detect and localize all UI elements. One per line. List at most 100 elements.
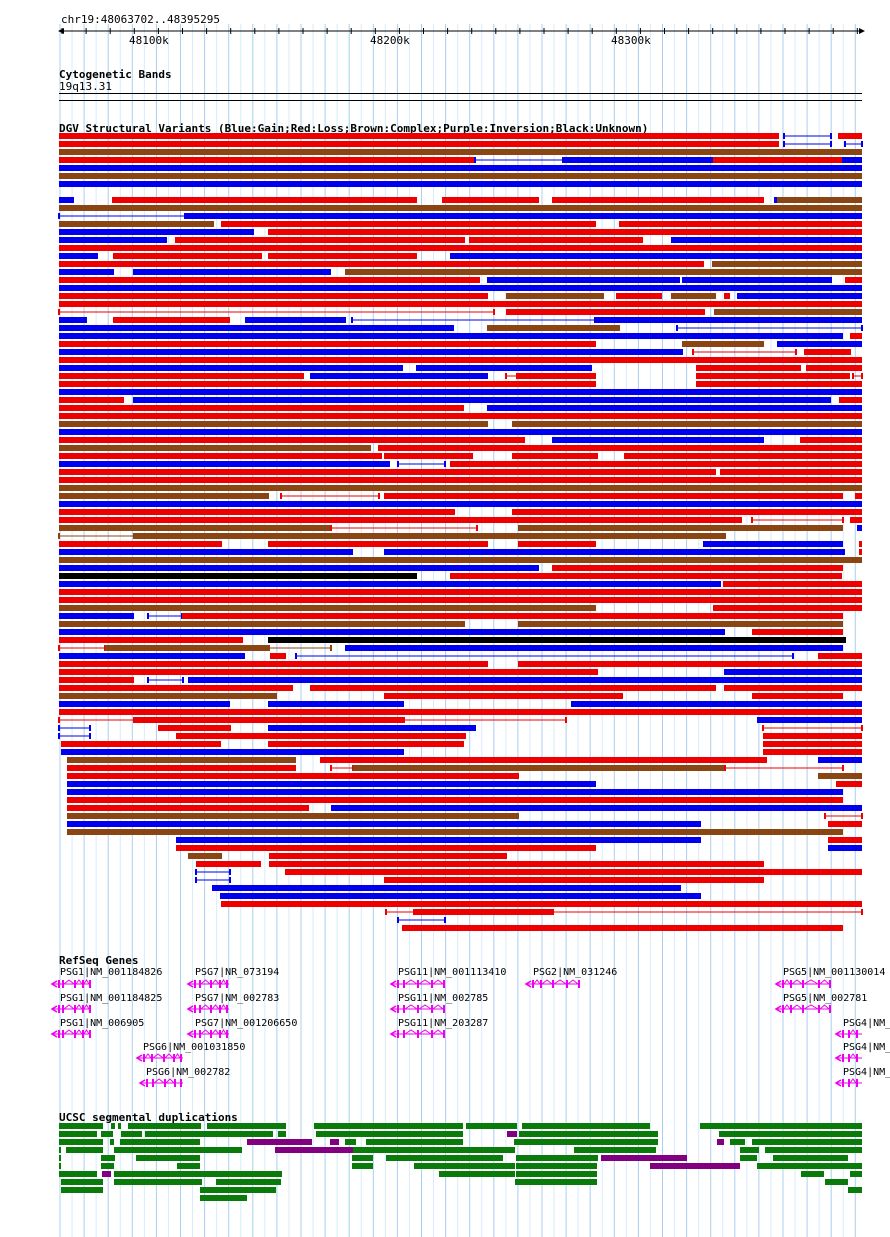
dgv-variant-bar[interactable] bbox=[59, 341, 596, 347]
dgv-variant-bar[interactable] bbox=[59, 701, 230, 707]
dgv-variant-bar[interactable] bbox=[59, 229, 254, 235]
segdup-feature[interactable] bbox=[128, 1123, 201, 1129]
dgv-variant-bar[interactable] bbox=[763, 741, 862, 747]
dgv-variant-bar[interactable] bbox=[724, 293, 730, 299]
dgv-variant-bar[interactable] bbox=[450, 253, 862, 259]
segdup-feature[interactable] bbox=[507, 1131, 517, 1137]
segdup-feature[interactable] bbox=[177, 1163, 200, 1169]
dgv-variant-bar[interactable] bbox=[800, 437, 862, 443]
dgv-variant-bar[interactable] bbox=[818, 757, 862, 763]
dgv-variant-bar[interactable] bbox=[59, 165, 862, 171]
dgv-variant-bar[interactable] bbox=[59, 653, 245, 659]
dgv-variant-bar[interactable] bbox=[59, 613, 134, 619]
dgv-variant-bar[interactable] bbox=[59, 381, 596, 387]
dgv-variant-bar[interactable] bbox=[384, 693, 623, 699]
gene-label[interactable]: PSG7|NR_073194 bbox=[195, 967, 280, 978]
segdup-feature[interactable] bbox=[522, 1123, 650, 1129]
gene-model[interactable] bbox=[834, 1078, 862, 1087]
dgv-variant-bar[interactable] bbox=[845, 277, 862, 283]
segdup-feature[interactable] bbox=[59, 1131, 97, 1137]
dgv-variant-bar[interactable] bbox=[850, 517, 862, 523]
segdup-feature[interactable] bbox=[101, 1163, 114, 1169]
dgv-variant-bar[interactable] bbox=[176, 845, 596, 851]
dgv-variant-bar[interactable] bbox=[59, 205, 862, 211]
dgv-variant-bar[interactable] bbox=[269, 853, 507, 859]
dgv-variant-bar[interactable] bbox=[59, 333, 843, 339]
dgv-variant-bar[interactable] bbox=[855, 493, 862, 499]
gene-model[interactable] bbox=[834, 1029, 862, 1038]
dgv-variant-bar[interactable] bbox=[518, 525, 843, 531]
dgv-variant-bar[interactable] bbox=[752, 629, 843, 635]
dgv-variant-bar[interactable] bbox=[563, 157, 713, 163]
segdup-feature[interactable] bbox=[207, 1123, 286, 1129]
segdup-feature[interactable] bbox=[386, 1155, 503, 1161]
segdup-feature[interactable] bbox=[439, 1171, 515, 1177]
dgv-variant-bar[interactable] bbox=[67, 781, 596, 787]
gene-label[interactable]: PSG1|NM_001184825 bbox=[60, 993, 163, 1004]
gene-label[interactable]: PSG5|NM_002781 bbox=[783, 993, 868, 1004]
segdup-feature[interactable] bbox=[740, 1155, 757, 1161]
dgv-variant-bar[interactable] bbox=[737, 293, 862, 299]
dgv-variant-bar[interactable] bbox=[724, 669, 862, 675]
gene-model[interactable] bbox=[186, 979, 229, 988]
dgv-variant-bar[interactable] bbox=[828, 821, 862, 827]
gene-label[interactable]: PSG11|NM_001113410 bbox=[398, 967, 507, 978]
dgv-variant-bar[interactable] bbox=[839, 397, 862, 403]
dgv-variant-bar[interactable] bbox=[59, 541, 222, 547]
gene-model[interactable] bbox=[774, 979, 831, 988]
gene-model[interactable] bbox=[138, 1078, 183, 1087]
segdup-feature[interactable] bbox=[514, 1139, 658, 1145]
segdup-feature[interactable] bbox=[717, 1139, 724, 1145]
dgv-variant-bar[interactable] bbox=[105, 645, 269, 651]
dgv-variant-bar[interactable] bbox=[59, 181, 862, 187]
segdup-feature[interactable] bbox=[136, 1155, 200, 1161]
gene-model[interactable] bbox=[50, 1029, 91, 1038]
segdup-feature[interactable] bbox=[519, 1131, 658, 1137]
dgv-variant-bar[interactable] bbox=[777, 197, 862, 203]
dgv-variant-bar[interactable] bbox=[59, 693, 277, 699]
segdup-feature[interactable] bbox=[102, 1171, 111, 1177]
dgv-variant-bar[interactable] bbox=[414, 909, 553, 915]
segdup-feature[interactable] bbox=[114, 1179, 202, 1185]
dgv-variant-bar[interactable] bbox=[571, 701, 862, 707]
gene-label[interactable]: PSG7|NM_002783 bbox=[195, 993, 280, 1004]
dgv-variant-bar[interactable] bbox=[67, 773, 519, 779]
dgv-variant-bar[interactable] bbox=[518, 661, 862, 667]
dgv-variant-bar[interactable] bbox=[268, 701, 404, 707]
segdup-feature[interactable] bbox=[114, 1171, 282, 1177]
dgv-variant-bar[interactable] bbox=[818, 653, 862, 659]
segdup-feature[interactable] bbox=[314, 1123, 463, 1129]
dgv-variant-bar[interactable] bbox=[703, 541, 843, 547]
dgv-variant-bar[interactable] bbox=[469, 237, 643, 243]
dgv-variant-bar[interactable] bbox=[134, 717, 404, 723]
dgv-variant-bar[interactable] bbox=[724, 685, 862, 691]
dgv-variant-bar[interactable] bbox=[806, 365, 862, 371]
dgv-variant-bar[interactable] bbox=[857, 525, 862, 531]
dgv-variant-bar[interactable] bbox=[59, 325, 454, 331]
gene-label[interactable]: PSG6|NM_002782 bbox=[146, 1067, 231, 1078]
segdup-feature[interactable] bbox=[59, 1171, 97, 1177]
segdup-feature[interactable] bbox=[118, 1123, 121, 1129]
segdup-feature[interactable] bbox=[101, 1155, 115, 1161]
dgv-variant-bar[interactable] bbox=[59, 525, 331, 531]
dgv-variant-bar[interactable] bbox=[245, 317, 346, 323]
dgv-variant-bar[interactable] bbox=[59, 221, 214, 227]
dgv-variant-bar[interactable] bbox=[59, 677, 134, 683]
dgv-variant-bar[interactable] bbox=[59, 581, 721, 587]
gene-model[interactable] bbox=[389, 1029, 445, 1038]
segdup-feature[interactable] bbox=[700, 1123, 862, 1129]
dgv-variant-bar[interactable] bbox=[506, 309, 705, 315]
segdup-feature[interactable] bbox=[59, 1147, 61, 1153]
segdup-feature[interactable] bbox=[825, 1179, 848, 1185]
dgv-variant-bar[interactable] bbox=[67, 829, 843, 835]
segdup-feature[interactable] bbox=[278, 1131, 286, 1137]
dgv-variant-bar[interactable] bbox=[59, 589, 862, 595]
dgv-variant-bar[interactable] bbox=[506, 293, 604, 299]
dgv-variant-bar[interactable] bbox=[59, 413, 862, 419]
gene-model[interactable] bbox=[389, 979, 445, 988]
dgv-variant-bar[interactable] bbox=[331, 805, 862, 811]
dgv-variant-bar[interactable] bbox=[59, 245, 862, 251]
dgv-variant-bar[interactable] bbox=[682, 341, 764, 347]
dgv-variant-bar[interactable] bbox=[59, 285, 862, 291]
segdup-feature[interactable] bbox=[719, 1131, 862, 1137]
